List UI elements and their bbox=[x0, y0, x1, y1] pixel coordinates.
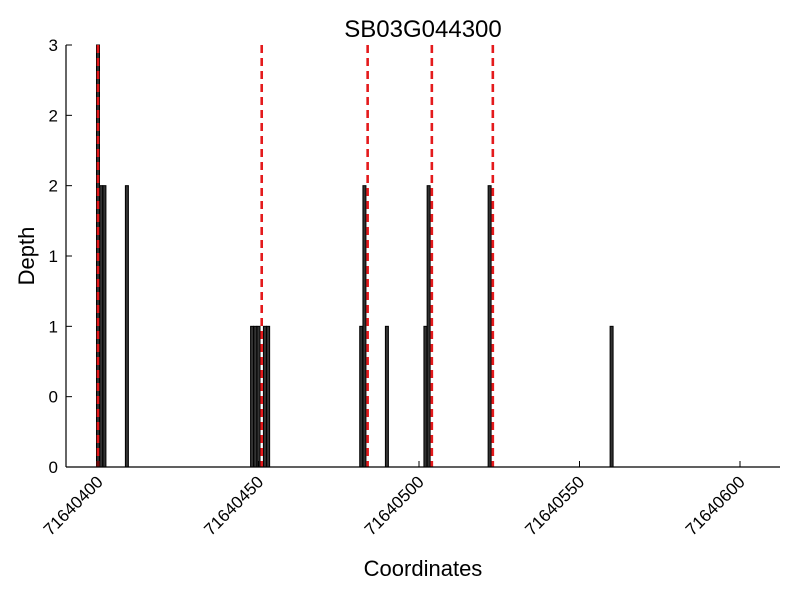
bar-10 bbox=[362, 185, 367, 468]
bar-6 bbox=[256, 325, 261, 468]
y-tick-label-4: 2 bbox=[49, 177, 58, 196]
y-ticks-layer: 0 0 1 1 2 2 3 bbox=[49, 36, 72, 477]
bar-4 bbox=[250, 325, 255, 468]
bar-13 bbox=[426, 185, 431, 468]
bar-3 bbox=[124, 185, 129, 468]
y-tick-label-0: 0 bbox=[49, 458, 58, 477]
y-tick-label-5: 2 bbox=[49, 106, 58, 125]
bar-11 bbox=[384, 325, 389, 468]
chart-title: SB03G044300 bbox=[344, 16, 501, 43]
dashed-lines-layer bbox=[96, 45, 495, 467]
bar-2 bbox=[102, 185, 107, 468]
y-tick-label-3: 1 bbox=[49, 247, 58, 266]
bar-12 bbox=[423, 325, 428, 468]
bar-14 bbox=[487, 185, 492, 468]
y-tick-label-1: 0 bbox=[49, 388, 58, 407]
y-tick-label-2: 1 bbox=[49, 317, 58, 336]
bar-8 bbox=[266, 325, 271, 468]
bar-5 bbox=[253, 325, 258, 468]
bar-1 bbox=[99, 185, 104, 468]
x-axis-label: Coordinates bbox=[364, 556, 483, 581]
bar-15 bbox=[609, 325, 614, 468]
y-tick-label-6: 3 bbox=[49, 36, 58, 55]
bar-7 bbox=[262, 325, 267, 468]
y-axis-label: Depth bbox=[14, 227, 39, 286]
bar-9 bbox=[359, 325, 364, 468]
